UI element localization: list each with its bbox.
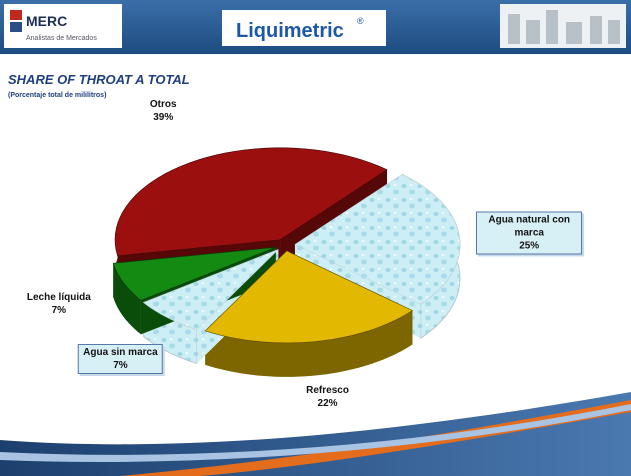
category-label: Agua sin marca	[83, 346, 157, 359]
product-name: Liquimetric	[236, 20, 344, 42]
value-label: 39%	[150, 111, 177, 124]
product-mark: ®	[357, 16, 364, 26]
logo-icon	[10, 22, 22, 32]
chart-title: SHARE OF THROAT A TOTAL	[8, 72, 190, 87]
value-label: 25%	[481, 239, 577, 252]
category-label: Otros	[150, 98, 177, 111]
value-label: 7%	[27, 304, 91, 317]
logo-icon	[10, 10, 22, 20]
category-label: Agua natural con marca	[481, 213, 577, 239]
slide: MERC Analistas de Mercados Liquimetric ®…	[0, 0, 631, 476]
chart-subtitle: (Porcentaje total de mililitros)	[8, 92, 106, 99]
value-label: 7%	[83, 359, 157, 372]
category-label: Refresco	[306, 384, 349, 397]
brand-tagline: Analistas de Mercados	[26, 35, 97, 42]
category-label: Leche líquida	[27, 291, 91, 304]
pie	[113, 148, 460, 377]
brand: MERC	[26, 13, 67, 29]
value-label: 22%	[306, 397, 349, 410]
